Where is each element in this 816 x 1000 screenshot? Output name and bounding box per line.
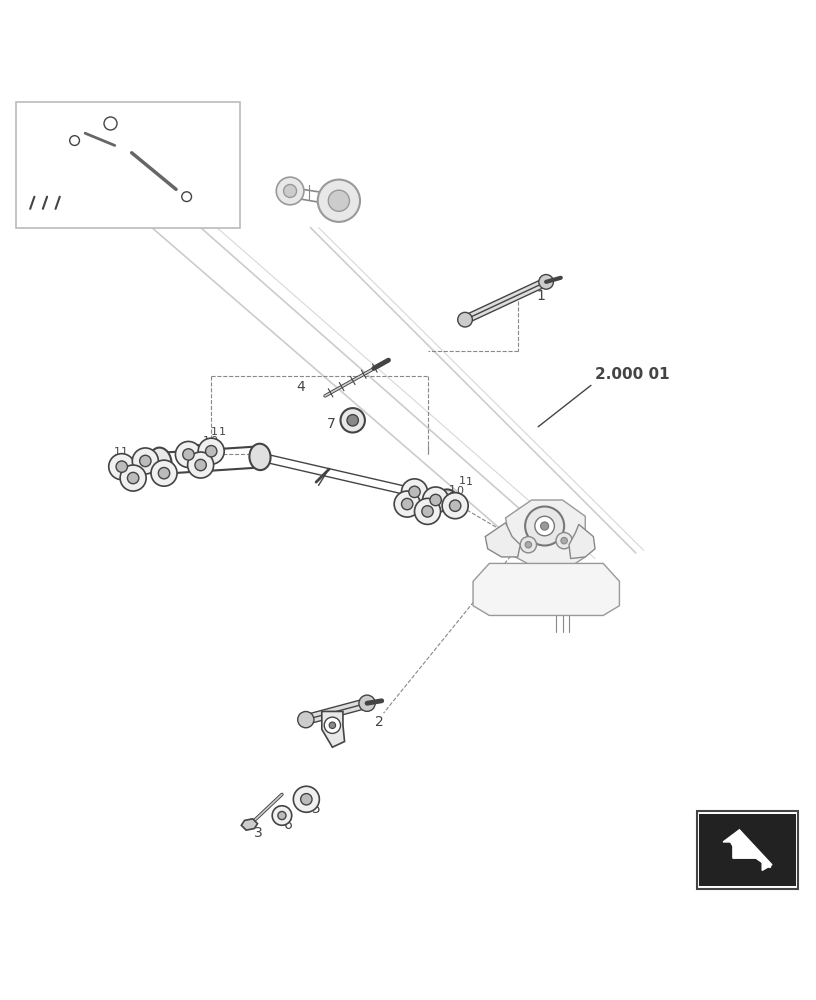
Circle shape [347, 415, 358, 426]
Text: 5: 5 [312, 802, 321, 816]
Circle shape [104, 117, 117, 130]
Circle shape [69, 136, 79, 145]
Circle shape [298, 712, 314, 728]
Circle shape [206, 446, 217, 457]
Polygon shape [53, 134, 77, 153]
Polygon shape [473, 563, 619, 615]
Text: 1: 1 [418, 514, 425, 524]
Circle shape [561, 537, 567, 544]
Circle shape [120, 465, 146, 491]
Circle shape [450, 500, 461, 511]
Text: 1: 1 [203, 436, 210, 446]
Polygon shape [322, 711, 344, 747]
Polygon shape [110, 123, 134, 136]
Polygon shape [127, 133, 153, 163]
Circle shape [526, 541, 531, 548]
Circle shape [293, 786, 319, 812]
Circle shape [423, 487, 449, 513]
Circle shape [109, 454, 135, 480]
Bar [16, 102, 240, 228]
Circle shape [540, 522, 548, 530]
Polygon shape [506, 500, 585, 569]
Polygon shape [144, 160, 187, 197]
Polygon shape [95, 117, 115, 126]
Circle shape [140, 455, 151, 467]
Text: 1: 1 [459, 476, 465, 486]
Circle shape [195, 459, 206, 471]
Circle shape [458, 312, 472, 327]
Circle shape [151, 460, 177, 486]
Circle shape [521, 537, 536, 553]
Circle shape [158, 467, 170, 479]
Bar [494, 568, 595, 607]
Ellipse shape [250, 444, 271, 470]
Circle shape [437, 489, 458, 511]
Circle shape [394, 491, 420, 517]
Polygon shape [486, 523, 521, 557]
Text: 1: 1 [219, 427, 225, 437]
Text: 0: 0 [456, 486, 463, 496]
Circle shape [539, 275, 553, 289]
Circle shape [401, 498, 413, 510]
Bar [697, 811, 798, 889]
Circle shape [278, 811, 286, 820]
Circle shape [415, 498, 441, 524]
Text: 1: 1 [113, 447, 121, 457]
Circle shape [183, 449, 194, 460]
Circle shape [430, 494, 441, 506]
Circle shape [526, 507, 564, 546]
Polygon shape [242, 819, 258, 830]
Circle shape [175, 441, 202, 467]
Circle shape [277, 177, 304, 205]
Circle shape [273, 806, 291, 825]
Circle shape [329, 722, 335, 729]
Text: 1: 1 [466, 477, 472, 487]
Text: 1: 1 [195, 444, 202, 454]
Text: 0: 0 [202, 444, 209, 454]
Text: 3: 3 [254, 826, 262, 840]
Polygon shape [569, 524, 595, 559]
Text: 1: 1 [433, 505, 440, 515]
Text: 1: 1 [121, 447, 128, 457]
Text: 6: 6 [284, 818, 292, 832]
Text: 1: 1 [426, 505, 433, 515]
Circle shape [198, 438, 224, 464]
Text: 2.000 01: 2.000 01 [595, 367, 670, 382]
Text: 1: 1 [449, 485, 455, 495]
Ellipse shape [149, 448, 171, 479]
Text: 0: 0 [211, 436, 217, 446]
Circle shape [328, 190, 349, 211]
Polygon shape [723, 830, 772, 870]
Bar [699, 814, 796, 886]
Circle shape [188, 452, 214, 478]
Circle shape [534, 516, 554, 536]
Circle shape [340, 408, 365, 433]
Circle shape [324, 717, 340, 733]
Circle shape [422, 506, 433, 517]
Circle shape [300, 794, 312, 805]
Circle shape [116, 461, 127, 472]
Text: 4: 4 [296, 380, 305, 394]
Text: 1: 1 [536, 289, 545, 303]
Polygon shape [64, 117, 98, 138]
Polygon shape [83, 117, 98, 123]
Text: 9: 9 [436, 496, 443, 506]
Polygon shape [26, 150, 69, 197]
Circle shape [132, 448, 158, 474]
Circle shape [442, 493, 468, 519]
Circle shape [182, 192, 192, 202]
Polygon shape [159, 189, 212, 214]
Text: 1: 1 [211, 427, 218, 437]
Circle shape [317, 180, 360, 222]
Circle shape [127, 472, 139, 484]
Text: 2: 2 [375, 715, 384, 729]
Circle shape [409, 486, 420, 498]
Text: 7: 7 [326, 417, 335, 431]
Circle shape [359, 695, 375, 711]
Circle shape [556, 533, 572, 549]
Text: 0: 0 [425, 514, 432, 524]
Circle shape [401, 479, 428, 505]
Circle shape [284, 184, 296, 197]
